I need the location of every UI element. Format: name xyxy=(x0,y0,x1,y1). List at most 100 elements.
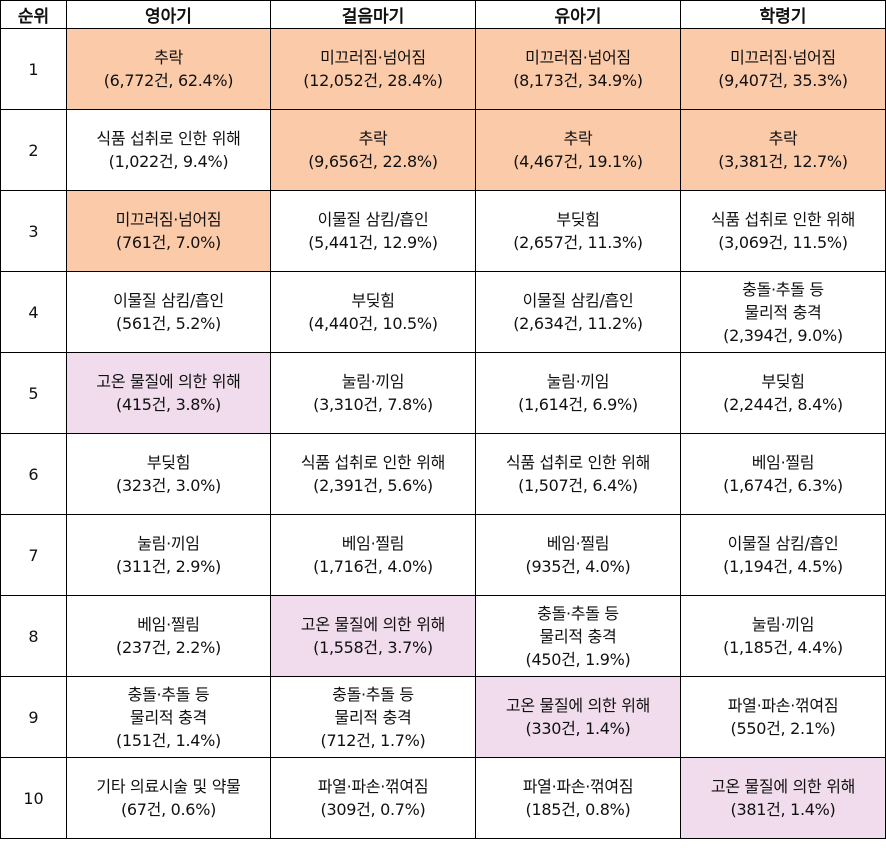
cell-count-text: (9,656건, 22.8%) xyxy=(308,152,438,171)
cell-count-text: (415건, 3.8%) xyxy=(116,395,221,414)
cell-infant: 식품 섭취로 인한 위해 (1,022건, 9.4%) xyxy=(66,109,271,191)
rank-cell: 1 xyxy=(0,28,67,110)
cell-count-text: (2,394건, 9.0%) xyxy=(723,325,843,345)
cell-category-text: 미끄러짐·넘어짐 xyxy=(525,48,631,67)
cell-category-text: 추락 xyxy=(768,129,798,148)
cell-preschool: 충돌·추돌 등 물리적 충격 (450건, 1.9%) xyxy=(475,595,681,677)
cell-count-text: (935건, 4.0%) xyxy=(525,557,631,576)
cell-count-text: (6,772건, 62.4%) xyxy=(103,71,234,90)
rank-cell: 9 xyxy=(0,676,67,758)
cell-count-text: (761건, 7.0%) xyxy=(116,233,221,252)
cell-category-text: 눌림·끼임 xyxy=(341,372,405,391)
cell-count-text: (323건, 3.0%) xyxy=(116,476,221,495)
cell-school-age: 파열·파손·꺾여짐 (550건, 2.1%) xyxy=(680,676,886,758)
cell-preschool: 이물질 삼킴/흡인 (2,634건, 11.2%) xyxy=(475,271,681,353)
cell-infant: 추락 (6,772건, 62.4%) xyxy=(66,28,271,110)
table-row: 1 추락 (6,772건, 62.4%) 미끄러짐·넘어짐 (12,052건, 28.4… xyxy=(0,28,886,110)
cell-category-text: 눌림·끼임 xyxy=(546,372,610,391)
cell-category-text: 충돌·추돌 등 xyxy=(127,684,210,704)
cell-school-age: 식품 섭취로 인한 위해 (3,069건, 11.5%) xyxy=(680,190,886,272)
cell-infant: 베임·찔림 (237건, 2.2%) xyxy=(66,595,271,677)
cell-category-text: 고온 물질에 의한 위해 xyxy=(300,615,446,634)
cell-count-text: (561건, 5.2%) xyxy=(116,314,221,333)
cell-count-text: (1,614건, 6.9%) xyxy=(518,395,638,414)
table-row: 8 베임·찔림 (237건, 2.2%) 고온 물질에 의한 위해 (1,558건, 3… xyxy=(0,595,886,677)
cell-toddler: 추락 (9,656건, 22.8%) xyxy=(270,109,476,191)
cell-category-text: 추락 xyxy=(154,48,183,67)
table-row: 7 눌림·끼임 (311건, 2.9%) 베임·찔림 (1,716건, 4.0%) 베임·… xyxy=(0,514,886,596)
cell-category-text: 부딪힘 xyxy=(761,372,805,391)
cell-count-text: (1,022건, 9.4%) xyxy=(108,152,229,171)
cell-toddler: 미끄러짐·넘어짐 (12,052건, 28.4%) xyxy=(270,28,476,110)
cell-category-text: 이물질 삼킴/흡인 xyxy=(727,534,839,553)
cell-category-text: 물리적 충격 xyxy=(334,707,412,727)
cell-category-text: 고온 물질에 의한 위해 xyxy=(710,777,856,796)
header-row: 순위 영아기 걸음마기 유아기 학령기 xyxy=(0,0,886,29)
cell-count-text: (3,381건, 12.7%) xyxy=(718,152,848,171)
table-row: 3 미끄러짐·넘어짐 (761건, 7.0%) 이물질 삼킴/흡인 (5,441건, 1… xyxy=(0,190,886,272)
table-row: 5 고온 물질에 의한 위해 (415건, 3.8%) 눌림·끼임 (3,310건, 7… xyxy=(0,352,886,434)
cell-school-age: 눌림·끼임 (1,185건, 4.4%) xyxy=(680,595,886,677)
cell-toddler: 고온 물질에 의한 위해 (1,558건, 3.7%) xyxy=(270,595,476,677)
cell-count-text: (712건, 1.7%) xyxy=(320,730,426,750)
cell-infant: 이물질 삼킴/흡인 (561건, 5.2%) xyxy=(66,271,271,353)
cell-toddler: 식품 섭취로 인한 위해 (2,391건, 5.6%) xyxy=(270,433,476,515)
cell-category-text: 물리적 충격 xyxy=(539,626,617,646)
cell-count-text: (1,194건, 4.5%) xyxy=(723,557,843,576)
cell-category-text: 식품 섭취로 인한 위해 xyxy=(96,129,241,148)
rank-cell: 4 xyxy=(0,271,67,353)
cell-toddler: 이물질 삼킴/흡인 (5,441건, 12.9%) xyxy=(270,190,476,272)
cell-count-text: (5,441건, 12.9%) xyxy=(308,233,438,252)
cell-category-text: 파열·파손·꺾여짐 xyxy=(317,777,429,796)
cell-preschool: 추락 (4,467건, 19.1%) xyxy=(475,109,681,191)
cell-category-text: 베임·찔림 xyxy=(546,534,610,553)
cell-infant: 충돌·추돌 등 물리적 충격 (151건, 1.4%) xyxy=(66,676,271,758)
cell-school-age: 추락 (3,381건, 12.7%) xyxy=(680,109,886,191)
cell-toddler: 파열·파손·꺾여짐 (309건, 0.7%) xyxy=(270,757,476,839)
cell-count-text: (550건, 2.1%) xyxy=(730,719,836,738)
table-row: 6 부딪힘 (323건, 3.0%) 식품 섭취로 인한 위해 (2,391건, 5.6… xyxy=(0,433,886,515)
cell-count-text: (8,173건, 34.9%) xyxy=(513,71,643,90)
cell-category-text: 충돌·추돌 등 xyxy=(742,279,824,299)
rank-cell: 6 xyxy=(0,433,67,515)
cell-category-text: 추락 xyxy=(563,129,593,148)
cell-infant: 기타 의료시술 및 약물 (67건, 0.6%) xyxy=(66,757,271,839)
cell-count-text: (1,558건, 3.7%) xyxy=(313,638,433,657)
cell-category-text: 부딪힘 xyxy=(556,210,600,229)
cell-category-text: 식품 섭취로 인한 위해 xyxy=(300,453,446,472)
cell-category-text: 부딪힘 xyxy=(146,453,191,472)
cell-category-text: 충돌·추돌 등 xyxy=(332,684,414,704)
cell-count-text: (1,185건, 4.4%) xyxy=(723,638,843,657)
cell-category-text: 눌림·끼임 xyxy=(751,615,815,634)
rank-cell: 10 xyxy=(0,757,67,839)
cell-infant: 미끄러짐·넘어짐 (761건, 7.0%) xyxy=(66,190,271,272)
cell-toddler: 베임·찔림 (1,716건, 4.0%) xyxy=(270,514,476,596)
cell-count-text: (450건, 1.9%) xyxy=(525,649,631,669)
header-rank: 순위 xyxy=(0,0,67,29)
rank-cell: 8 xyxy=(0,595,67,677)
cell-count-text: (151건, 1.4%) xyxy=(116,730,221,750)
cell-school-age: 고온 물질에 의한 위해 (381건, 1.4%) xyxy=(680,757,886,839)
cell-infant: 고온 물질에 의한 위해 (415건, 3.8%) xyxy=(66,352,271,434)
cell-category-text: 미끄러짐·넘어짐 xyxy=(730,48,836,67)
cell-count-text: (3,310건, 7.8%) xyxy=(313,395,433,414)
cell-count-text: (381건, 1.4%) xyxy=(730,800,836,819)
cell-preschool: 식품 섭취로 인한 위해 (1,507건, 6.4%) xyxy=(475,433,681,515)
cell-category-text: 기타 의료시술 및 약물 xyxy=(96,777,241,796)
cell-category-text: 이물질 삼킴/흡인 xyxy=(113,291,224,310)
cell-category-text: 미끄러짐·넘어짐 xyxy=(115,210,222,229)
cell-count-text: (1,716건, 4.0%) xyxy=(313,557,433,576)
cell-preschool: 파열·파손·꺾여짐 (185건, 0.8%) xyxy=(475,757,681,839)
cell-toddler: 눌림·끼임 (3,310건, 7.8%) xyxy=(270,352,476,434)
header-preschool: 유아기 xyxy=(475,0,681,29)
cell-category-text: 미끄러짐·넘어짐 xyxy=(320,48,426,67)
cell-count-text: (9,407건, 35.3%) xyxy=(718,71,848,90)
cell-category-text: 이물질 삼킴/흡인 xyxy=(522,291,634,310)
cell-count-text: (309건, 0.7%) xyxy=(320,800,426,819)
cell-school-age: 이물질 삼킴/흡인 (1,194건, 4.5%) xyxy=(680,514,886,596)
cell-category-text: 식품 섭취로 인한 위해 xyxy=(710,210,856,229)
cell-count-text: (1,674건, 6.3%) xyxy=(723,476,843,495)
table-row: 2 식품 섭취로 인한 위해 (1,022건, 9.4%) 추락 (9,656건, 22… xyxy=(0,109,886,191)
